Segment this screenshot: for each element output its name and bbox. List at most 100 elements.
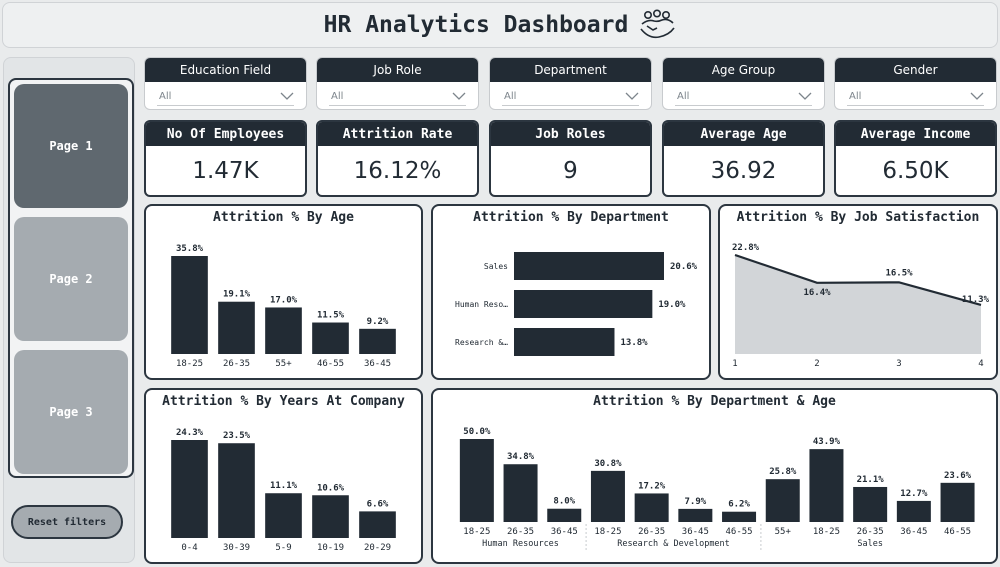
chevron-down-icon[interactable] (625, 91, 639, 101)
x-tick-label: 18-25 (813, 527, 840, 537)
data-label: 20.6% (670, 262, 698, 272)
bar (503, 464, 538, 522)
x-tick-label: 26-35 (857, 527, 884, 537)
filter-label: Job Role (317, 58, 478, 82)
y-tick-label: Research &… (455, 338, 508, 347)
chart-title: Attrition % By Department (473, 210, 669, 225)
data-label: 23.5% (223, 431, 251, 441)
filter-label: Education Field (145, 58, 306, 82)
reset-filters-button[interactable]: Reset filters (11, 505, 123, 539)
group-label: Sales (857, 539, 883, 549)
filter-value: All (159, 90, 172, 102)
x-tick-label: 36-45 (364, 359, 391, 369)
bar (514, 328, 615, 356)
x-tick-label: 26-35 (638, 527, 665, 537)
x-tick-label: 2 (814, 359, 819, 369)
data-label: 30.8% (594, 459, 622, 469)
data-label: 19.1% (223, 290, 251, 300)
filter-value: All (849, 90, 862, 102)
area-fill (735, 255, 981, 354)
bar (765, 479, 800, 522)
kpi-value: 16.12% (353, 157, 442, 184)
data-label: 16.5% (885, 268, 913, 278)
data-label: 23.6% (944, 471, 972, 481)
education-field-filter[interactable]: Education Field All (144, 57, 307, 110)
job-role-filter[interactable]: Job Role All (316, 57, 479, 110)
data-label: 6.2% (728, 500, 750, 510)
kpi-average-income: Average Income 6.50K (834, 120, 997, 197)
filter-value: All (331, 90, 344, 102)
chart-plot: Sales 20.6% Human Reso… 19.0% Research &… 13.… (455, 252, 698, 356)
kpi-label: Attrition Rate (318, 122, 477, 146)
data-label: 34.8% (507, 452, 535, 462)
chart-plot: 24.3% 0-4 23.5% 30-39 11.1% 5-9 10.6% 10-19 6.6%… (171, 428, 396, 553)
page-2-button[interactable]: Page 2 (14, 217, 128, 341)
data-label: 10.6% (317, 483, 345, 493)
bar (896, 500, 931, 522)
data-label: 17.0% (270, 295, 298, 305)
kpi-value: 36.92 (710, 157, 777, 184)
bar (312, 495, 349, 538)
data-label: 16.4% (803, 288, 831, 298)
x-tick-label: 46-55 (944, 527, 971, 537)
x-tick-label: 1 (732, 359, 737, 369)
group-label: Research & Development (617, 539, 730, 549)
header: HR Analytics Dashboard (2, 2, 998, 48)
chevron-down-icon[interactable] (452, 91, 466, 101)
bar (265, 493, 302, 538)
page-1-button[interactable]: Page 1 (14, 84, 128, 208)
data-label: 22.8% (732, 243, 760, 253)
filter-label: Gender (835, 58, 996, 82)
chart-plot: 35.8% 18-25 19.1% 26-35 17.0% 55+ 11.5% 46-55 9.… (171, 244, 396, 369)
chart-plot: 50.0% 18-25 34.8% 26-35 8.0% 36-45 Human Resou… (459, 427, 975, 550)
data-label: 35.8% (176, 244, 204, 254)
age-group-filter[interactable]: Age Group All (662, 57, 825, 110)
chevron-down-icon[interactable] (970, 91, 984, 101)
x-tick-label: 26-35 (223, 359, 250, 369)
chart-attrition-by-department-and-age: Attrition % By Department & Age 50.0% 18-… (431, 388, 998, 564)
x-tick-label: 55+ (275, 359, 292, 369)
data-label: 43.9% (813, 437, 841, 447)
x-tick-label: 36-45 (551, 527, 578, 537)
chart-attrition-by-department: Attrition % By Department Sales 20.6% Huma… (431, 204, 711, 380)
filter-label: Department (490, 58, 651, 82)
bar (678, 508, 713, 522)
bar (171, 440, 208, 538)
x-tick-label: 0-4 (181, 543, 197, 553)
data-label: 25.8% (769, 467, 797, 477)
data-label: 9.2% (367, 317, 389, 327)
page-3-button[interactable]: Page 3 (14, 350, 128, 474)
bar (459, 439, 494, 522)
bar (312, 322, 349, 354)
chart-title: Attrition % By Years At Company (162, 394, 405, 409)
data-label: 11.1% (270, 481, 298, 491)
data-label: 12.7% (900, 489, 928, 499)
chart-attrition-by-age: Attrition % By Age 35.8% 18-25 19.1% 26-35 1… (144, 204, 423, 380)
data-label: 8.0% (553, 497, 575, 507)
bar (218, 443, 255, 538)
department-filter[interactable]: Department All (489, 57, 652, 110)
kpi-attrition-rate: Attrition Rate 16.12% (316, 120, 479, 197)
x-tick-label: 5-9 (275, 543, 291, 553)
x-tick-label: 18-25 (463, 527, 490, 537)
kpi-label: Average Age (664, 122, 823, 146)
kpi-value: 1.47K (192, 157, 259, 184)
filter-value: All (677, 90, 690, 102)
data-label: 19.0% (658, 300, 686, 310)
y-tick-label: Sales (484, 262, 508, 271)
kpi-value: 6.50K (882, 157, 949, 184)
kpi-average-age: Average Age 36.92 (662, 120, 825, 197)
bar (514, 290, 653, 318)
bar (171, 256, 208, 354)
kpi-label: Average Income (836, 122, 995, 146)
kpi-label: Job Roles (491, 122, 650, 146)
bar (359, 328, 396, 354)
chevron-down-icon[interactable] (280, 91, 294, 101)
kpi-job-roles: Job Roles 9 (489, 120, 652, 197)
data-label: 50.0% (463, 427, 491, 437)
filter-label: Age Group (663, 58, 824, 82)
x-tick-label: 20-29 (364, 543, 391, 553)
x-tick-label: 4 (978, 359, 983, 369)
gender-filter[interactable]: Gender All (834, 57, 997, 110)
chevron-down-icon[interactable] (798, 91, 812, 101)
